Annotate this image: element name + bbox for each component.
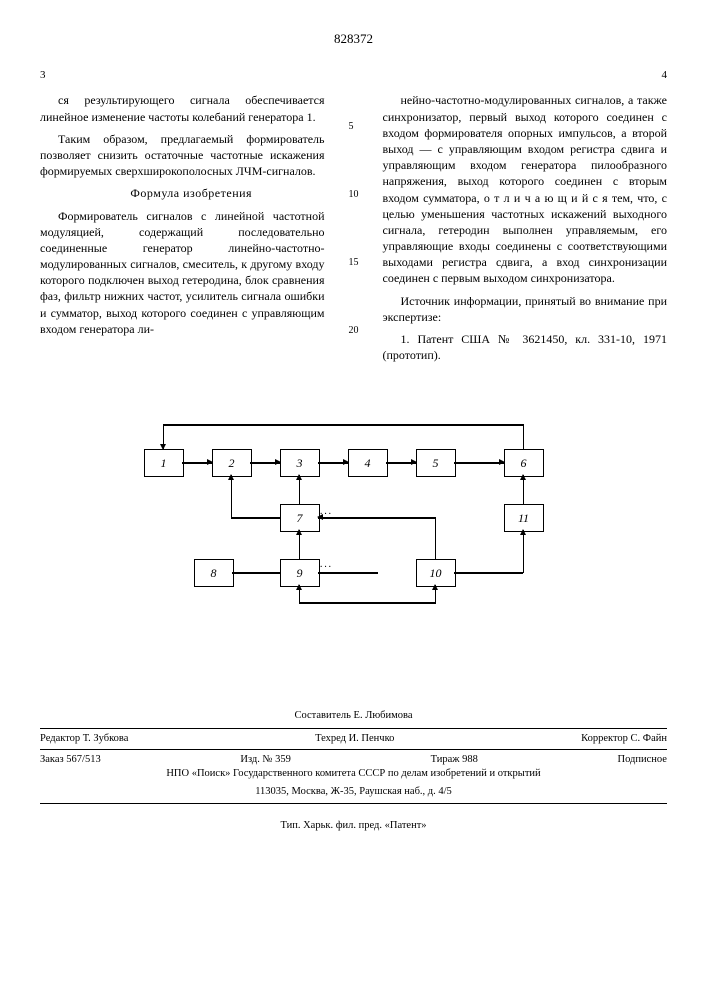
box-8: 8 [194,559,234,587]
box-2: 2 [212,449,252,477]
wire-2-3 [250,462,280,463]
box-3: 3 [280,449,320,477]
box-7: 7 [280,504,320,532]
footer-rule [40,803,667,807]
corrector: Корректор С. Файн [581,732,667,746]
patent-number: 828372 [40,30,667,48]
podpisnoe: Подписное [618,753,667,767]
wire-5-6 [454,462,504,463]
para-r3: 1. Патент США № 3621450, кл. 331-10, 197… [383,331,668,363]
wire-down-1 [163,424,164,449]
wire-bottom [299,602,436,603]
wire-10-11h [454,572,523,573]
para-l3: Формирователь сигналов с линейной частот… [40,208,325,338]
org: НПО «Поиск» Государственного комитета СС… [40,767,667,781]
wire-10-up [435,517,436,559]
para-r1: нейно-частотно-модулированных сигналов, … [383,92,668,286]
formula-title: Формула изобретения [40,185,325,201]
column-right: 4 нейно-частотно-модулированных сигналов… [383,68,668,370]
line-numbers: 5 10 15 20 [349,68,359,370]
wire-9-right [318,572,378,573]
page-number-right: 4 [383,68,668,83]
lineno-15: 15 [349,256,359,270]
wire-1-2 [182,462,212,463]
compiler: Составитель Е. Любимова [40,709,667,723]
box-1: 1 [144,449,184,477]
wire-9-7 [299,530,300,559]
box-10: 10 [416,559,456,587]
wire-3-4 [318,462,348,463]
box-9: 9 [280,559,320,587]
order: Заказ 567/513 [40,753,101,767]
para-l2: Таким образом, предлагаемый формировател… [40,131,325,180]
para-r2: Источник информации, принятый во внимани… [383,293,668,325]
block-diagram: 1 2 3 4 5 6 7 11 8 9 10 ··· ··· [134,409,574,609]
lineno-5: 5 [349,120,359,134]
box-6: 6 [504,449,544,477]
page-number-left: 3 [40,68,325,83]
izd: Изд. № 359 [240,753,291,767]
para-l1: ся результирующего сигнала обеспечиваетс… [40,92,325,124]
text-columns: 3 ся результирующего сигнала обеспечивае… [40,68,667,370]
wire-6-up [523,424,524,449]
wire-10-11v [523,530,524,573]
box-11: 11 [504,504,544,532]
box-5: 5 [416,449,456,477]
box-4: 4 [348,449,388,477]
wire-11-6 [523,475,524,504]
wire-top [163,424,524,425]
wire-10-in [435,585,436,603]
lineno-10: 10 [349,188,359,202]
typography: Тип. Харьк. фил. пред. «Патент» [40,819,667,833]
wire-7-left [231,517,280,518]
wire-8-right [232,572,280,573]
wire-9-in [299,585,300,603]
column-left: 3 ся результирующего сигнала обеспечивае… [40,68,325,370]
editor: Редактор Т. Зубкова [40,732,128,746]
lineno-20: 20 [349,324,359,338]
wire-10-7 [318,517,436,518]
address: 113035, Москва, Ж-35, Раушская наб., д. … [40,785,667,799]
footer-names: Редактор Т. Зубкова Техред И. Пенчко Кор… [40,728,667,746]
wire-7-2 [231,475,232,517]
wire-4-5 [386,462,416,463]
techred: Техред И. Пенчко [315,732,394,746]
wire-bus-3 [299,475,300,504]
tirazh: Тираж 988 [431,753,478,767]
footer-print: Заказ 567/513 Изд. № 359 Тираж 988 Подпи… [40,749,667,767]
footer: Составитель Е. Любимова Редактор Т. Зубк… [40,709,667,833]
